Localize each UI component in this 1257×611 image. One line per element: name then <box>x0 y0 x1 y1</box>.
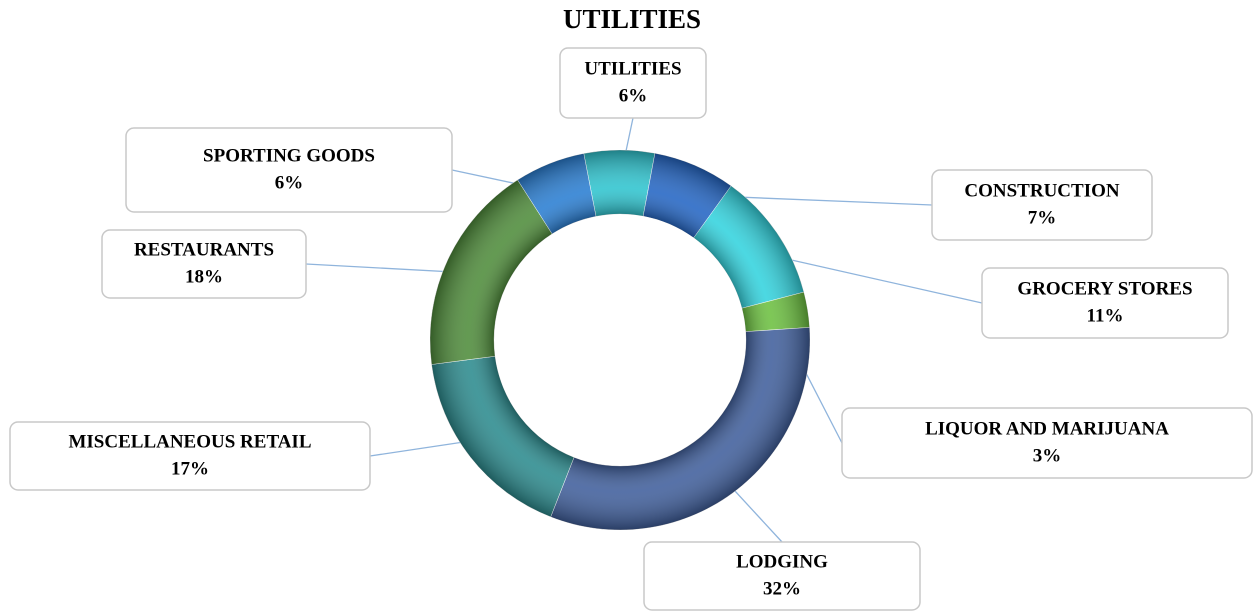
slice-shade <box>431 356 575 517</box>
data-label-value: 11% <box>1087 305 1124 326</box>
label-box <box>643 541 921 611</box>
data-label-name: GROCERY STORES <box>1017 278 1192 299</box>
slice-shade <box>517 153 596 234</box>
chart-title: UTILITIES <box>563 4 701 34</box>
slice-shade <box>693 185 804 309</box>
slice-shade <box>643 153 732 238</box>
data-label-name: MISCELLANEOUS RETAIL <box>68 431 311 452</box>
data-label-value: 32% <box>763 578 801 599</box>
data-label-value: 17% <box>171 458 209 479</box>
label-box <box>125 127 453 213</box>
slice-shade <box>430 179 553 365</box>
label-box <box>931 169 1153 241</box>
label-box <box>981 267 1229 339</box>
label-box <box>841 407 1253 479</box>
slice-shade <box>550 327 810 531</box>
data-label-value: 3% <box>1033 445 1062 466</box>
data-label-name: UTILITIES <box>584 58 681 79</box>
data-label-value: 7% <box>1028 207 1057 228</box>
data-label-name: CONSTRUCTION <box>964 180 1119 201</box>
label-box <box>559 47 707 119</box>
data-label-value: 6% <box>275 172 304 193</box>
label-box <box>101 229 307 299</box>
data-label-value: 18% <box>185 266 223 287</box>
label-box <box>9 421 371 491</box>
data-label-value: 6% <box>619 85 648 106</box>
slice-shade <box>583 150 655 217</box>
data-label-name: LIQUOR AND MARIJUANA <box>925 418 1169 439</box>
data-label-name: SPORTING GOODS <box>203 145 375 166</box>
data-label-name: RESTAURANTS <box>134 239 274 260</box>
data-label-name: LODGING <box>736 551 828 572</box>
slice-shade <box>741 292 810 332</box>
